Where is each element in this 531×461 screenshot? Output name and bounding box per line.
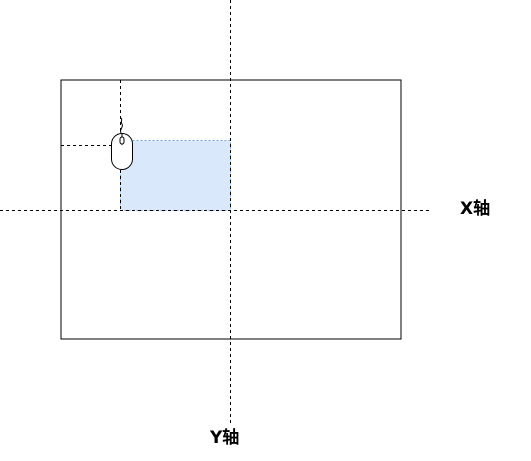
- x-axis-label: X轴: [460, 199, 491, 219]
- mouse-icon: [111, 117, 133, 170]
- y-axis-label: Y轴: [210, 428, 240, 448]
- selection-region: [120, 140, 231, 211]
